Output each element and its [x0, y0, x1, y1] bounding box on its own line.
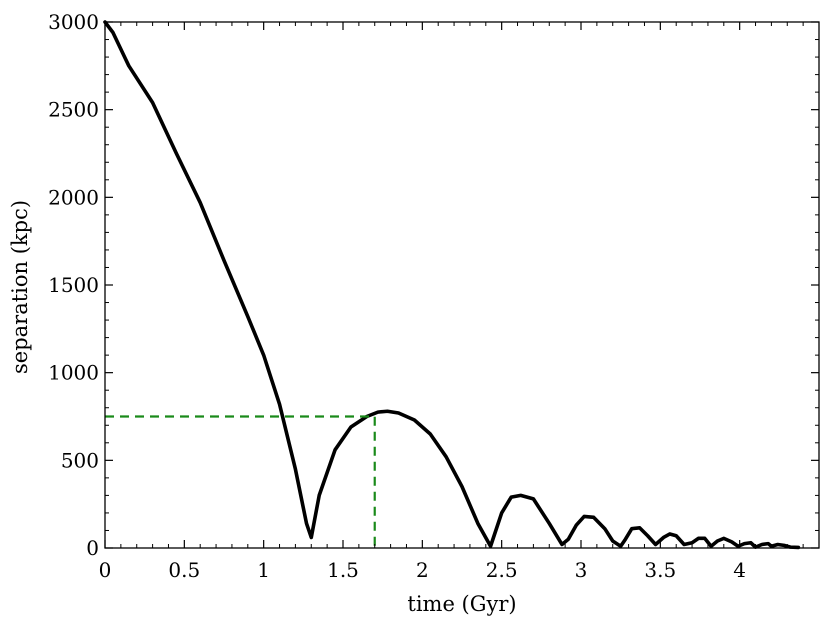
x-tick-label: 4 [733, 558, 746, 582]
y-axis-label: separation (kpc) [8, 200, 32, 374]
x-tick-label: 0 [99, 558, 112, 582]
plot-frame [104, 21, 820, 549]
x-tick-label: 3 [575, 558, 588, 582]
ticks-layer [104, 21, 819, 549]
y-tick-label: 1000 [48, 361, 99, 385]
series-layer [103, 20, 801, 550]
x-tick-label: 2.5 [486, 558, 518, 582]
x-tick-label: 0.5 [168, 558, 200, 582]
y-tick-label: 500 [61, 448, 99, 472]
x-tick-label: 2 [416, 558, 429, 582]
y-tick-label: 0 [86, 536, 99, 560]
x-tick-label: 3.5 [644, 558, 676, 582]
x-tick-label: 1 [257, 558, 270, 582]
y-tick-label: 2000 [48, 185, 99, 209]
y-tick-label: 1500 [48, 273, 99, 297]
separation-curve [103, 20, 801, 550]
x-axis-label: time (Gyr) [407, 592, 516, 616]
y-tick-label: 2500 [48, 98, 99, 122]
threshold-dashed-line [105, 415, 376, 548]
y-tick-label: 3000 [48, 10, 99, 34]
labels-layer: 0 0.5 1 1.5 2 2.5 3 3.5 4 0 500 1000 1500 2000 2500 300… [48, 10, 746, 582]
x-tick-label: 1.5 [327, 558, 359, 582]
